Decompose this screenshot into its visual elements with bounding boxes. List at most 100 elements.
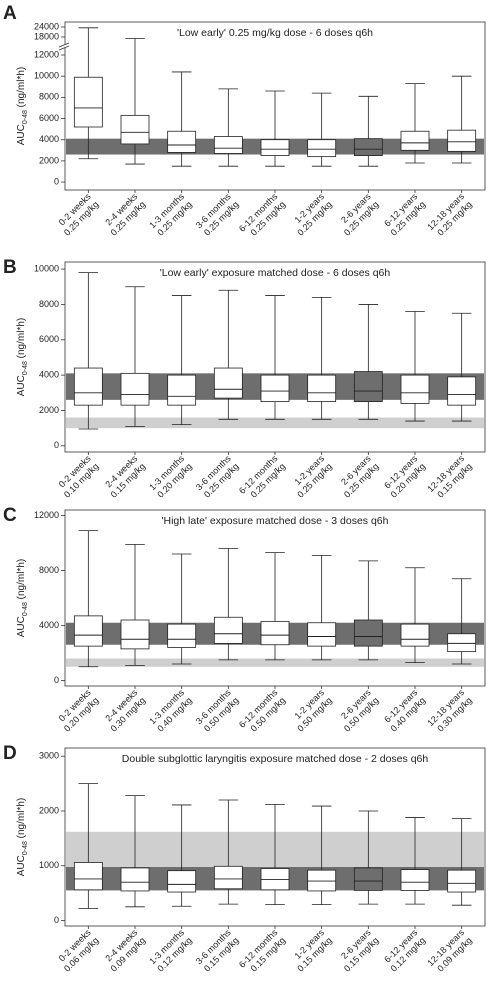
box — [447, 633, 477, 653]
chart-title: 'Low early' exposure matched dose - 6 do… — [160, 267, 391, 279]
axis-break — [58, 45, 70, 51]
box — [353, 867, 383, 891]
box — [447, 869, 477, 893]
y-tick-label: 4000 — [39, 620, 59, 630]
y-axis-label-sub: 0-48 — [22, 602, 29, 616]
y-tick-label: 8000 — [39, 299, 59, 309]
y-axis-label: AUC0-48 (ng/ml*h) — [16, 559, 29, 638]
box — [120, 114, 150, 145]
y-axis-label-unit: (ng/ml*h) — [16, 559, 27, 602]
y-axis-label: AUC0-48 (ng/ml*h) — [16, 67, 29, 146]
y-tick-label: 2000 — [39, 155, 59, 165]
y-axis-label-unit: (ng/ml*h) — [16, 798, 27, 841]
box — [260, 620, 290, 646]
box — [260, 374, 290, 403]
y-tick-label: 10000 — [34, 263, 59, 273]
box — [400, 623, 430, 647]
box — [73, 615, 103, 647]
y-tick-label: 0 — [54, 675, 59, 685]
y-tick-label: 24000 — [34, 21, 59, 31]
y-axis-label: AUC0-48 (ng/ml*h) — [16, 318, 29, 397]
axis-break-gap — [59, 44, 69, 48]
reference-band — [66, 417, 484, 429]
box — [447, 376, 477, 406]
box — [353, 138, 383, 156]
y-axis-label-main: AUC — [16, 616, 27, 637]
y-axis-label-main: AUC — [16, 375, 27, 396]
box — [353, 371, 383, 403]
y-tick-label: 3000 — [39, 751, 59, 761]
box — [260, 139, 290, 156]
y-tick-label: 6000 — [39, 113, 59, 123]
y-axis-label-unit: (ng/ml*h) — [16, 67, 27, 110]
y-axis-label-main: AUC — [16, 124, 27, 145]
box — [307, 869, 337, 892]
y-tick-label: 0 — [54, 176, 59, 186]
box — [213, 616, 243, 644]
y-tick-label: 4000 — [39, 134, 59, 144]
y-axis-label-sub: 0-48 — [22, 841, 29, 855]
y-axis-label-main: AUC — [16, 855, 27, 876]
box — [353, 619, 383, 647]
box — [120, 372, 150, 406]
panel-label: A — [3, 3, 17, 24]
y-axis-label-sub: 0-48 — [22, 361, 29, 375]
chart-title: Double subglottic laryngitis exposure ma… — [122, 753, 429, 765]
axis-break — [58, 42, 70, 48]
y-tick-label: 8000 — [39, 92, 59, 102]
y-tick-label: 8000 — [39, 565, 59, 575]
y-tick-label: 4000 — [39, 369, 59, 379]
box — [120, 867, 150, 892]
panel-label: B — [3, 257, 17, 278]
panel-label: C — [3, 505, 17, 526]
box — [213, 865, 243, 890]
y-tick-label: 12000 — [34, 510, 59, 520]
box — [73, 76, 103, 128]
y-axis-label-unit: (ng/ml*h) — [16, 318, 27, 361]
y-tick-label: 2000 — [39, 405, 59, 415]
box — [120, 619, 150, 650]
chart-title: 'High late' exposure matched dose - 3 do… — [162, 515, 389, 527]
y-tick-label: 12000 — [34, 49, 59, 59]
box — [167, 130, 197, 153]
box — [307, 374, 337, 403]
box — [213, 136, 243, 154]
box — [167, 870, 197, 893]
box — [167, 623, 197, 648]
y-tick-label: 2000 — [39, 805, 59, 815]
